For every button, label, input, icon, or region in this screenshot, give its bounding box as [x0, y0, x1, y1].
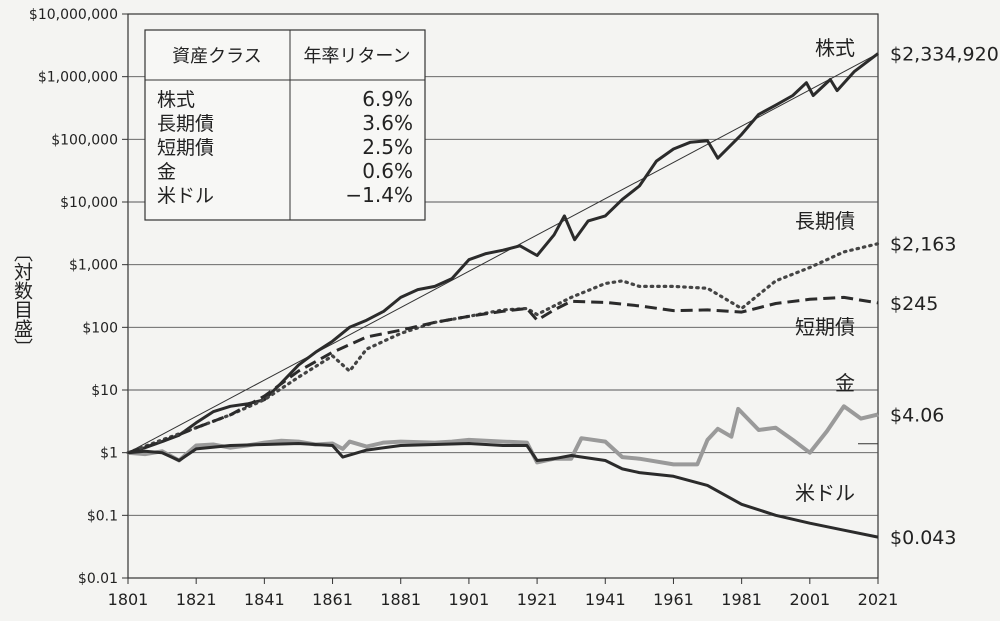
y-tick-label: $1	[100, 446, 118, 462]
y-tick-label: $0.01	[78, 571, 118, 587]
series-name-label: 長期債	[795, 209, 855, 233]
x-tick-label: 1901	[449, 590, 490, 609]
series-line-2	[127, 295, 879, 455]
x-tick-label: 1821	[176, 590, 217, 609]
x-tick-label: 2021	[858, 590, 899, 609]
series-end-value-label: $0.043	[890, 527, 956, 549]
series-line-4	[127, 442, 879, 539]
x-tick-label: 1861	[312, 590, 353, 609]
x-tick-label: 1961	[653, 590, 694, 609]
series-name-label: 金	[835, 371, 855, 395]
table-row-return: 6.9%	[362, 87, 413, 111]
series-line-3	[127, 404, 879, 467]
y-tick-label: $0.1	[87, 508, 118, 524]
series-name-label: 株式	[815, 36, 855, 60]
table-header-return: 年率リターン	[303, 46, 410, 67]
series-line-0	[127, 52, 879, 455]
table-header-asset: 資産クラス	[172, 46, 262, 67]
table-row-asset: 株式	[157, 89, 195, 111]
x-tick-label: 1801	[108, 590, 149, 609]
table-row-asset: 金	[157, 161, 176, 183]
return-table-frame	[144, 29, 426, 221]
series-end-value-label: $2,334,920	[890, 44, 999, 66]
x-tick-label: 1981	[721, 590, 762, 609]
y-tick-label: $10,000	[60, 195, 118, 211]
y-axis-label: 〔対数目盛〕	[11, 243, 33, 357]
y-tick-label: $10,000,000	[29, 7, 118, 23]
x-tick-label: 1841	[244, 590, 285, 609]
series-end-value-label: $2,163	[890, 234, 956, 256]
series-end-value-label: $245	[890, 293, 938, 315]
series-end-value-label: $4.06	[890, 405, 944, 427]
table-row-return: 0.6%	[362, 159, 413, 183]
series-name-label: 米ドル	[795, 481, 855, 505]
y-tick-label: $100	[82, 320, 118, 336]
table-row-asset: 米ドル	[157, 185, 214, 207]
x-tick-label: 1881	[380, 590, 421, 609]
y-tick-label: $100,000	[51, 132, 118, 148]
y-tick-label: $10	[91, 383, 118, 399]
x-tick-label: 1941	[585, 590, 626, 609]
table-row-return: 2.5%	[362, 135, 413, 159]
plot-frame	[127, 13, 879, 579]
series-name-label: 短期債	[795, 315, 855, 339]
series-line-1	[126, 242, 880, 455]
table-row-asset: 短期債	[157, 137, 214, 159]
table-row-return: −1.4%	[345, 183, 413, 207]
x-tick-label: 2001	[789, 590, 830, 609]
table-row-asset: 長期債	[157, 113, 214, 135]
y-tick-label: $1,000,000	[38, 70, 118, 86]
y-tick-label: $1,000	[69, 258, 118, 274]
x-tick-label: 1921	[517, 590, 558, 609]
table-row-return: 3.6%	[362, 111, 413, 135]
